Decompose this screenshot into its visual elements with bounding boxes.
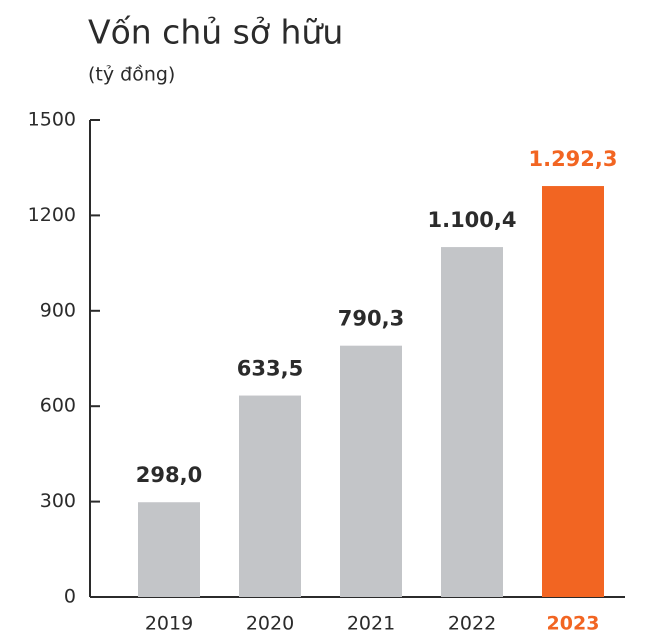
bar — [542, 186, 604, 598]
bar — [441, 247, 503, 597]
chart-title: Vốn chủ sở hữu — [88, 13, 343, 52]
x-tick-label: 2020 — [246, 613, 294, 635]
value-label: 1.100,4 — [427, 208, 516, 232]
x-tick-label: 2023 — [547, 613, 600, 635]
bar — [340, 345, 402, 597]
x-tick-label: 2019 — [145, 613, 193, 635]
y-tick-label: 1200 — [28, 204, 76, 226]
y-tick-label: 0 — [64, 586, 76, 608]
value-label: 790,3 — [338, 307, 404, 331]
y-tick-label: 900 — [40, 299, 76, 321]
bar — [239, 395, 301, 597]
value-label: 298,0 — [136, 463, 202, 487]
x-tick-label: 2021 — [347, 613, 395, 635]
chart-subtitle: (tỷ đồng) — [88, 64, 175, 86]
y-tick-label: 600 — [40, 395, 76, 417]
y-tick-label: 300 — [40, 490, 76, 512]
x-tick-label: 2022 — [448, 613, 496, 635]
value-label: 1.292,3 — [528, 147, 617, 171]
value-label: 633,5 — [237, 357, 303, 381]
y-tick-label: 1500 — [28, 109, 76, 131]
bar — [138, 502, 200, 597]
